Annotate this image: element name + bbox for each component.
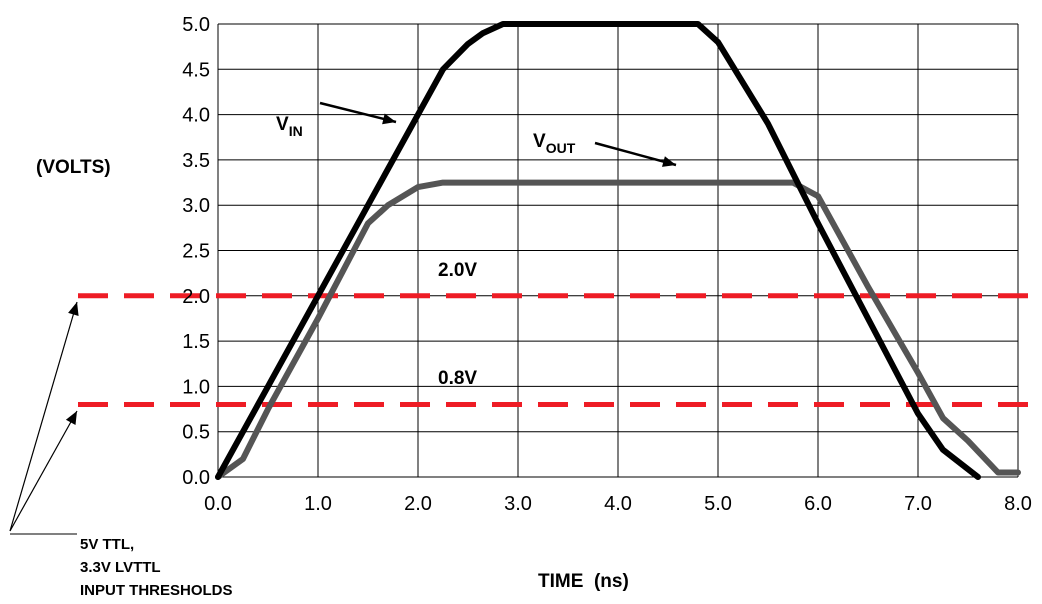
pointer-arrow-line xyxy=(9,410,78,532)
pointer-arrow-line xyxy=(9,301,78,532)
x-tick-label: 6.0 xyxy=(804,493,832,515)
y-tick-label: 3.0 xyxy=(182,195,210,217)
x-tick-label: 2.0 xyxy=(404,493,432,515)
pointer-arrowhead xyxy=(382,113,396,125)
y-tick-label: 3.5 xyxy=(182,150,210,172)
x-axis-label: TIME (ns) xyxy=(538,571,629,592)
pointer-arrow-line xyxy=(594,141,677,167)
annotations: (VOLTS) TIME (ns) 2.0V 0.8V 5V TTL, 3.3V… xyxy=(36,114,629,599)
annotation-line-3: INPUT THRESHOLDS xyxy=(80,582,233,599)
y-tick-label: 4.5 xyxy=(182,59,210,81)
vin-label-sub: IN xyxy=(289,123,303,139)
vin-series-label: VIN xyxy=(276,114,303,139)
y-tick-label: 0.5 xyxy=(182,422,210,444)
y-tick-label: 1.0 xyxy=(182,376,210,398)
grid xyxy=(217,23,1019,478)
pointer-arrowhead xyxy=(662,156,676,167)
x-tick-label: 3.0 xyxy=(504,493,532,515)
y-tick-label: 0.0 xyxy=(182,467,210,489)
x-tick-label: 4.0 xyxy=(604,493,632,515)
y-tick-label: 2.5 xyxy=(182,241,210,263)
x-tick-label: 0.0 xyxy=(204,493,232,515)
threshold-lines xyxy=(78,293,1040,408)
vout-series-label: VOUT xyxy=(533,131,576,156)
vout-label-main: V xyxy=(533,131,546,152)
y-tick-label: 5.0 xyxy=(182,14,210,36)
pointer-arrowhead xyxy=(65,411,77,425)
series-line-vin xyxy=(215,21,981,480)
annotation-line-2: 3.3V LVTTL xyxy=(80,559,161,576)
y-tick-label: 2.0 xyxy=(182,286,210,308)
x-tick-label: 1.0 xyxy=(304,493,332,515)
threshold-label-low: 0.8V xyxy=(438,368,477,389)
vin-label-main: V xyxy=(276,114,289,135)
series-line-vout xyxy=(215,179,1021,480)
series-lines xyxy=(215,21,1021,480)
pointer-arrows xyxy=(9,101,677,535)
x-tick-label: 5.0 xyxy=(704,493,732,515)
vout-label-sub: OUT xyxy=(546,140,576,156)
threshold-label-high: 2.0V xyxy=(438,260,477,281)
y-axis-label: (VOLTS) xyxy=(36,157,111,178)
annotation-line-1: 5V TTL, xyxy=(80,536,134,553)
tick-labels: 0.0 0.5 1.0 1.5 2.0 2.5 3.0 3.5 4.0 4.5 5.0 0.0 1.0 2… xyxy=(182,14,1032,515)
y-tick-label: 1.5 xyxy=(182,331,210,353)
x-tick-label: 7.0 xyxy=(904,493,932,515)
x-tick-label: 8.0 xyxy=(1004,493,1032,515)
y-tick-label: 4.0 xyxy=(182,105,210,127)
pointer-arrow-line xyxy=(319,101,397,124)
pointer-arrowhead xyxy=(68,302,79,316)
